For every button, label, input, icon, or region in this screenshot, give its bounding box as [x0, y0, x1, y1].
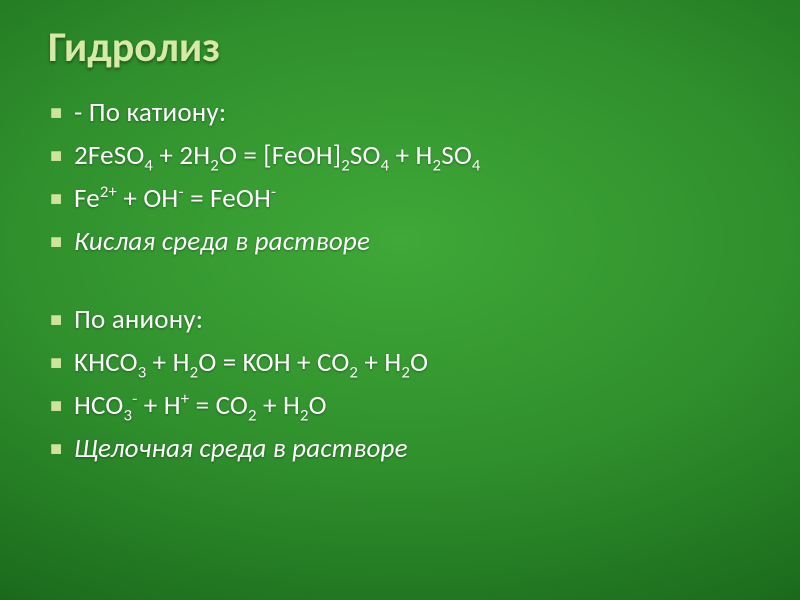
- body-line: ■ Щелочная среда в растворе: [48, 433, 758, 465]
- bullet-icon: ■: [48, 433, 64, 465]
- body-text: 2FeSO4 + 2H2O = [FeOH]2SO4 + H2SO4: [74, 140, 481, 172]
- body-line: ■ KHCO3 + H2O = KOH + CO2 + H2O: [48, 347, 758, 379]
- bullet-icon: ■: [48, 183, 64, 215]
- bullet-icon: ■: [48, 390, 64, 422]
- body-line: ■ 2FeSO4 + 2H2O = [FeOH]2SO4 + H2SO4: [48, 140, 758, 172]
- slide-title: Гидролиз: [48, 22, 758, 73]
- body-text: По аниону:: [74, 304, 203, 336]
- slide: Гидролиз ■ - По катиону: ■ 2FeSO4 + 2H2O = …: [0, 0, 800, 600]
- body-text: KHCO3 + H2O = KOH + CO2 + H2O: [74, 347, 428, 379]
- body-line: ■ Кислая среда в растворе: [48, 226, 758, 258]
- body-line: ■ - По катиону:: [48, 97, 758, 129]
- body-line: ■ По аниону:: [48, 304, 758, 336]
- bullet-icon: ■: [48, 140, 64, 172]
- body-text: Щелочная среда в растворе: [74, 433, 408, 465]
- body-text: - По катиону:: [74, 97, 226, 129]
- body-text: Fe2+ + OH- = FeOH-: [74, 183, 276, 215]
- body-line: ■ Fe2+ + OH- = FeOH-: [48, 183, 758, 215]
- body-line: ■ HCO3- + H+ = CO2 + H2O: [48, 390, 758, 422]
- body-text: Кислая среда в растворе: [74, 226, 370, 258]
- bullet-icon: ■: [48, 97, 64, 129]
- bullet-icon: ■: [48, 304, 64, 336]
- bullet-icon: ■: [48, 347, 64, 379]
- bullet-icon: ■: [48, 226, 64, 258]
- slide-body: ■ - По катиону: ■ 2FeSO4 + 2H2O = [FeOH]2SO…: [42, 97, 758, 465]
- body-text: HCO3- + H+ = CO2 + H2O: [74, 390, 327, 422]
